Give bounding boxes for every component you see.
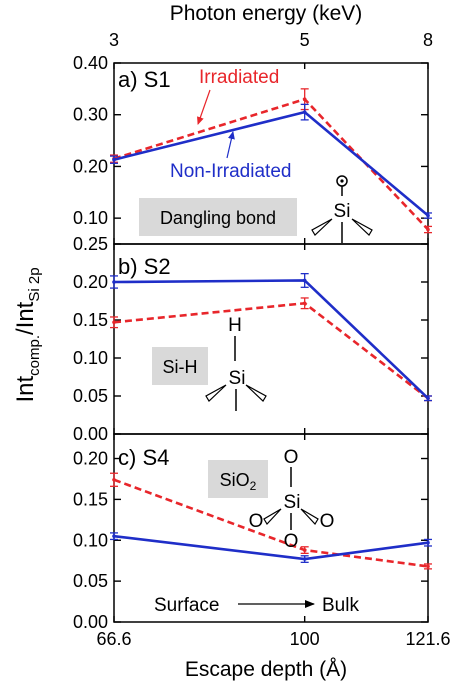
non-irradiated-point <box>112 280 116 284</box>
bottom-tick-label: 121.6 <box>405 629 450 649</box>
dangling-right-wedge <box>351 218 373 236</box>
panel-a-label: a) S1 <box>118 67 171 92</box>
y-tick-label: 0.10 <box>73 348 108 368</box>
y-tick-label: 0.20 <box>73 156 108 176</box>
panel-b-label: b) S2 <box>118 254 171 279</box>
sio2-box <box>208 460 268 498</box>
y-label-mid: /Int <box>12 301 39 335</box>
non-irradiated-series-line <box>113 534 429 561</box>
y-axis-label: Intcomp./IntSi 2p <box>12 267 43 402</box>
panel-b: 0.00 0.05 0.10 0.15 0.20 0.25 <box>73 234 432 444</box>
y-label-comp: comp. <box>26 335 43 376</box>
sio2-right-wedge <box>300 508 319 525</box>
top-axis-label: Photon energy (keV) <box>170 2 363 25</box>
top-tick-label: 8 <box>423 30 433 50</box>
irradiated-annotation: Irradiated <box>199 67 279 88</box>
y-tick-label: 0.20 <box>73 449 108 469</box>
irradiated-point <box>426 564 430 569</box>
si-h-h-label: H <box>228 315 242 336</box>
sio2-subscript: 2 <box>250 479 257 493</box>
dangling-bond-molecule: Si <box>311 175 373 243</box>
irradiated-pointer-arrow <box>197 89 211 125</box>
dangling-si-label: Si <box>334 201 351 222</box>
sio2-o-bottom: O <box>284 531 299 552</box>
sio2-molecule: O Si O O O <box>249 447 335 552</box>
y-tick-label: 0.05 <box>73 571 108 591</box>
non-irradiated-point <box>112 534 116 538</box>
y-tick-label: 0.25 <box>73 234 108 254</box>
sio2-o-left: O <box>249 511 264 532</box>
si-h-right-wedge <box>245 384 267 402</box>
dangling-bond-label: Dangling bond <box>160 208 276 228</box>
irradiated-point <box>112 477 116 482</box>
top-tick-label: 5 <box>300 30 310 50</box>
sio2-left-wedge <box>263 508 282 525</box>
sio2-main: SiO <box>220 470 250 490</box>
non-irradiated-point <box>302 110 307 114</box>
non-irradiated-point <box>302 557 307 561</box>
si-h-box <box>152 347 208 385</box>
irradiated-series-line <box>113 478 429 568</box>
panel-c-label: c) S4 <box>118 445 169 470</box>
sio2-o-right: O <box>320 511 335 532</box>
si-h-molecule: H Si <box>205 315 267 411</box>
dangling-bond-box <box>139 198 297 236</box>
bottom-axis-label: Escape depth (Å) <box>185 658 347 681</box>
y-tick-label: 0.15 <box>73 310 108 330</box>
top-tick-label: 3 <box>109 30 119 50</box>
y-label-si2p: Si 2p <box>26 267 43 301</box>
si-h-si-label: Si <box>229 368 246 389</box>
y-tick-label: 0.20 <box>73 272 108 292</box>
y-tick-label: 0.05 <box>73 386 108 406</box>
panel-c: 0.00 0.05 0.10 0.15 0.20 <box>73 433 432 632</box>
panel-c-frame <box>113 433 429 623</box>
si-h-label: Si-H <box>163 357 198 377</box>
y-tick-label: 0.00 <box>73 424 108 444</box>
bulk-label: Bulk <box>322 595 359 616</box>
sio2-o-top: O <box>284 447 299 468</box>
y-tick-label: 0.40 <box>73 53 108 73</box>
y-tick-label: 0.30 <box>73 105 108 125</box>
y-tick-label: 0.15 <box>73 489 108 509</box>
y-tick-label: 0.00 <box>73 612 108 632</box>
non-irradiated-point <box>302 278 307 283</box>
non-irradiated-point <box>426 540 430 545</box>
y-tick-label: 0.10 <box>73 208 108 228</box>
dangling-left-wedge <box>311 218 333 236</box>
non-irradiated-pointer-arrow <box>226 131 235 159</box>
irradiated-point <box>426 227 430 232</box>
non-irradiated-annotation: Non-Irradiated <box>170 161 291 182</box>
panels: 0.10 0.20 0.30 0.40 0.00 0.05 0.10 0.15 0.20 0.25… <box>73 30 451 649</box>
bottom-tick-label: 100 <box>290 629 320 649</box>
panel-a-decor: a) S1 Irradiated Non-Irradiated Dangling… <box>118 67 373 243</box>
irradiated-point <box>302 301 307 306</box>
panel-b-decor: b) S2 Si-H H Si <box>118 254 267 411</box>
irradiated-point <box>302 548 307 552</box>
surface-label: Surface <box>154 595 219 616</box>
dangling-electron <box>340 179 344 183</box>
sio2-si-label: Si <box>284 492 301 513</box>
irradiated-point <box>112 320 116 325</box>
bottom-tick-label: 66.6 <box>96 629 131 649</box>
irradiated-point <box>302 97 307 101</box>
sio2-label: SiO2 <box>220 470 257 493</box>
non-irradiated-point <box>426 213 430 218</box>
si-h-left-wedge <box>205 384 227 402</box>
y-tick-label: 0.10 <box>73 530 108 550</box>
y-label-int: Int <box>12 376 39 403</box>
panel-c-decor: c) S4 SiO2 O Si O O O Surface Bulk <box>118 445 359 616</box>
non-irradiated-point <box>112 157 116 162</box>
non-irradiated-point <box>426 396 430 401</box>
